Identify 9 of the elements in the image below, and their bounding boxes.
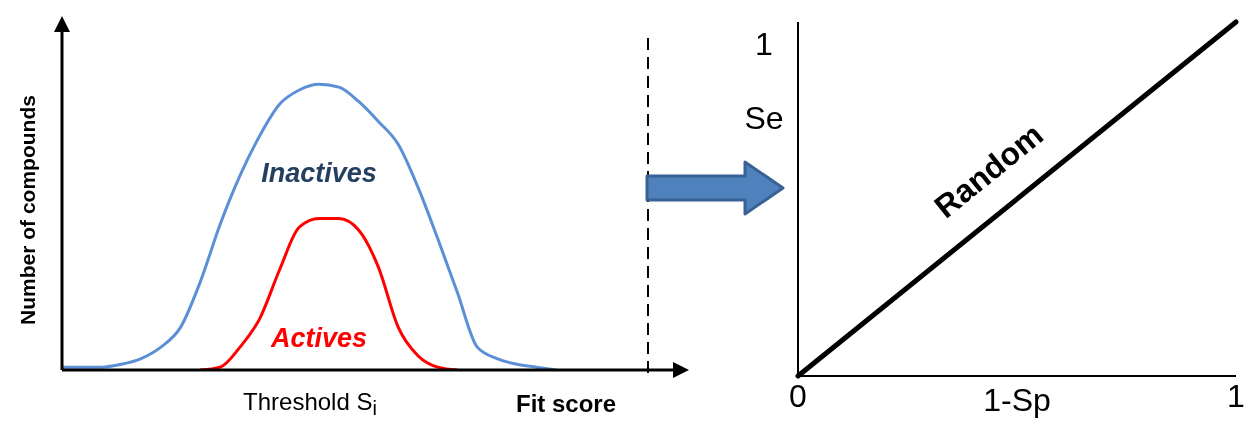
series-label: Actives bbox=[271, 322, 368, 354]
text: 1 bbox=[755, 25, 773, 62]
y-axis-title: Se bbox=[744, 99, 784, 137]
y-axis-title: Number of compounds bbox=[16, 95, 40, 325]
series-label: Inactives bbox=[261, 157, 377, 189]
x-axis-title: Fit score bbox=[515, 390, 617, 418]
x-axis-title: 1-Sp bbox=[983, 381, 1051, 419]
text: Threshold S$_{i}$ bbox=[243, 387, 377, 420]
x-tick-label: 0 bbox=[789, 377, 807, 414]
